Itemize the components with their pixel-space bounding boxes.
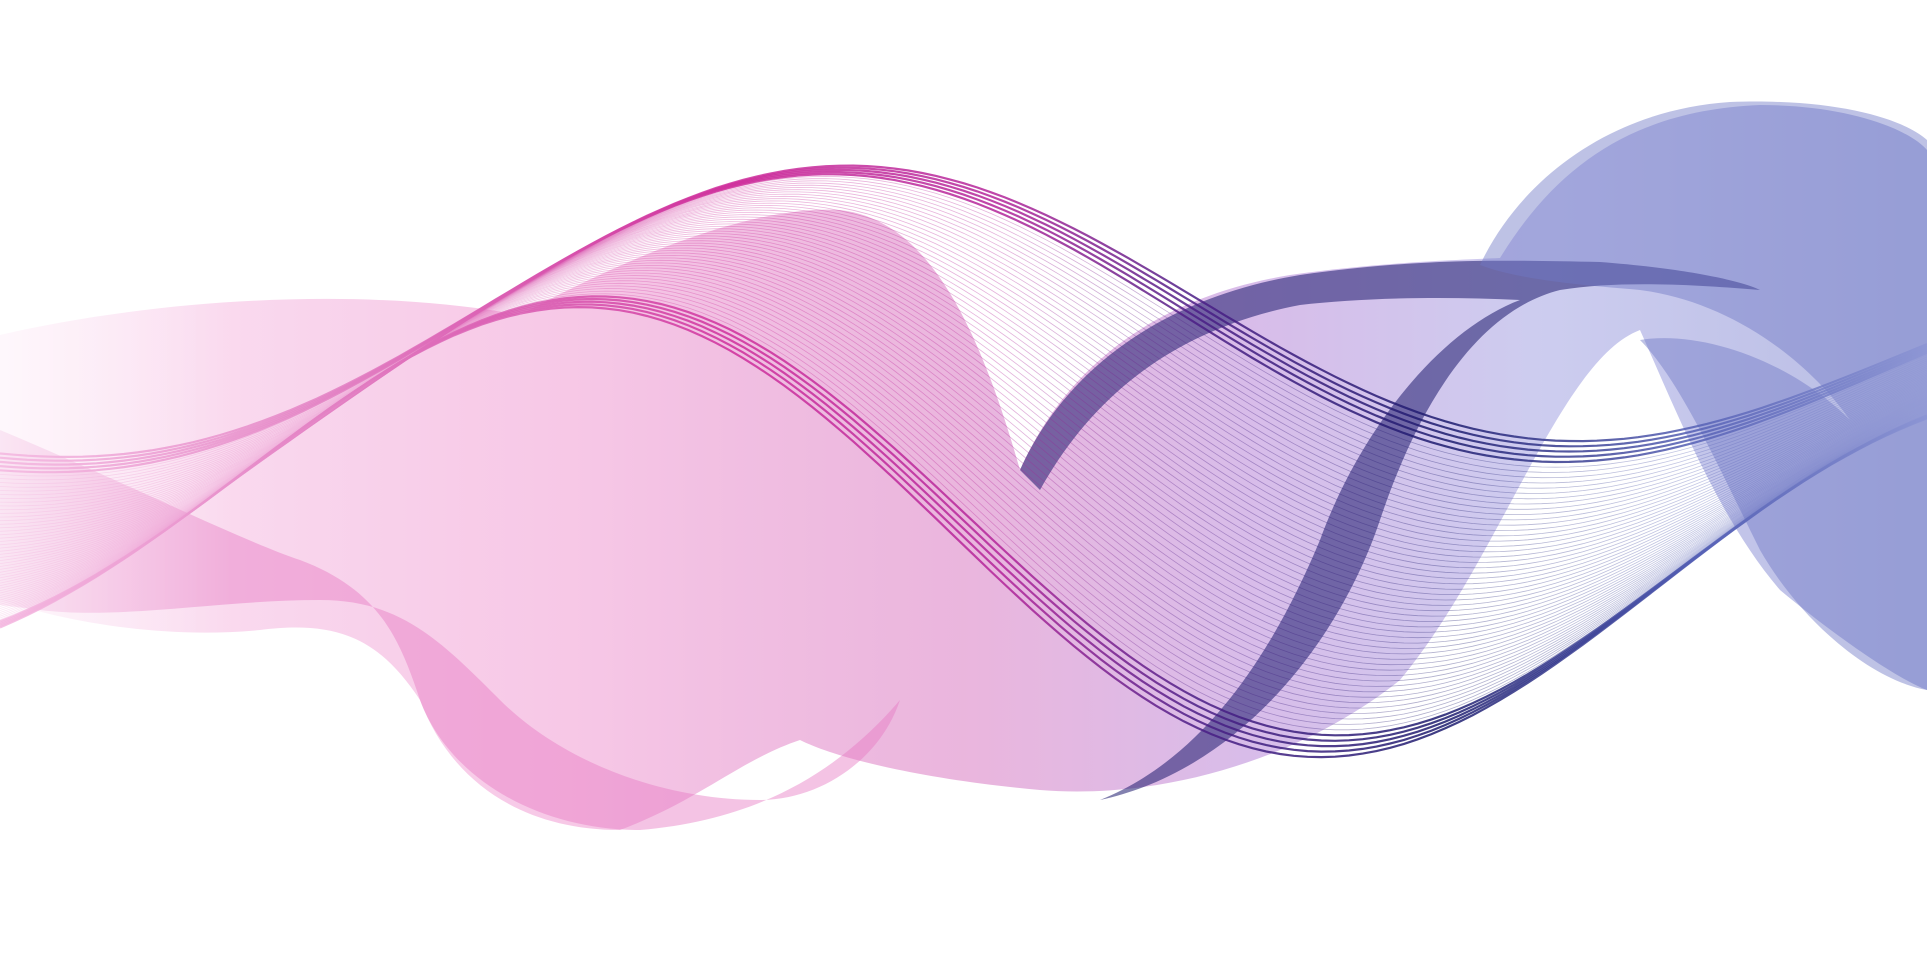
ribbon-strand <box>0 191 1927 505</box>
ribbon-strand <box>0 178 1927 481</box>
ribbon-strand <box>0 171 1927 470</box>
ribbon-strand <box>0 168 1927 466</box>
ribbon-strand <box>0 164 1927 459</box>
ribbon-strand <box>0 305 1927 759</box>
ribbon-strand <box>0 186 1927 496</box>
ribbon-strand <box>0 189 1927 500</box>
ribbon-strand <box>0 184 1927 492</box>
ribbon-strand <box>0 195 1927 516</box>
ribbon-strand <box>0 173 1927 474</box>
ribbon-strand <box>0 166 1927 462</box>
ribbon-lines-layer <box>0 164 1927 759</box>
ribbon-strand <box>0 193 1927 510</box>
ribbon-strand <box>0 198 1927 521</box>
ribbon-strand <box>0 175 1927 477</box>
ribbon-strand <box>0 180 1927 484</box>
ribbon-strand <box>0 182 1927 488</box>
